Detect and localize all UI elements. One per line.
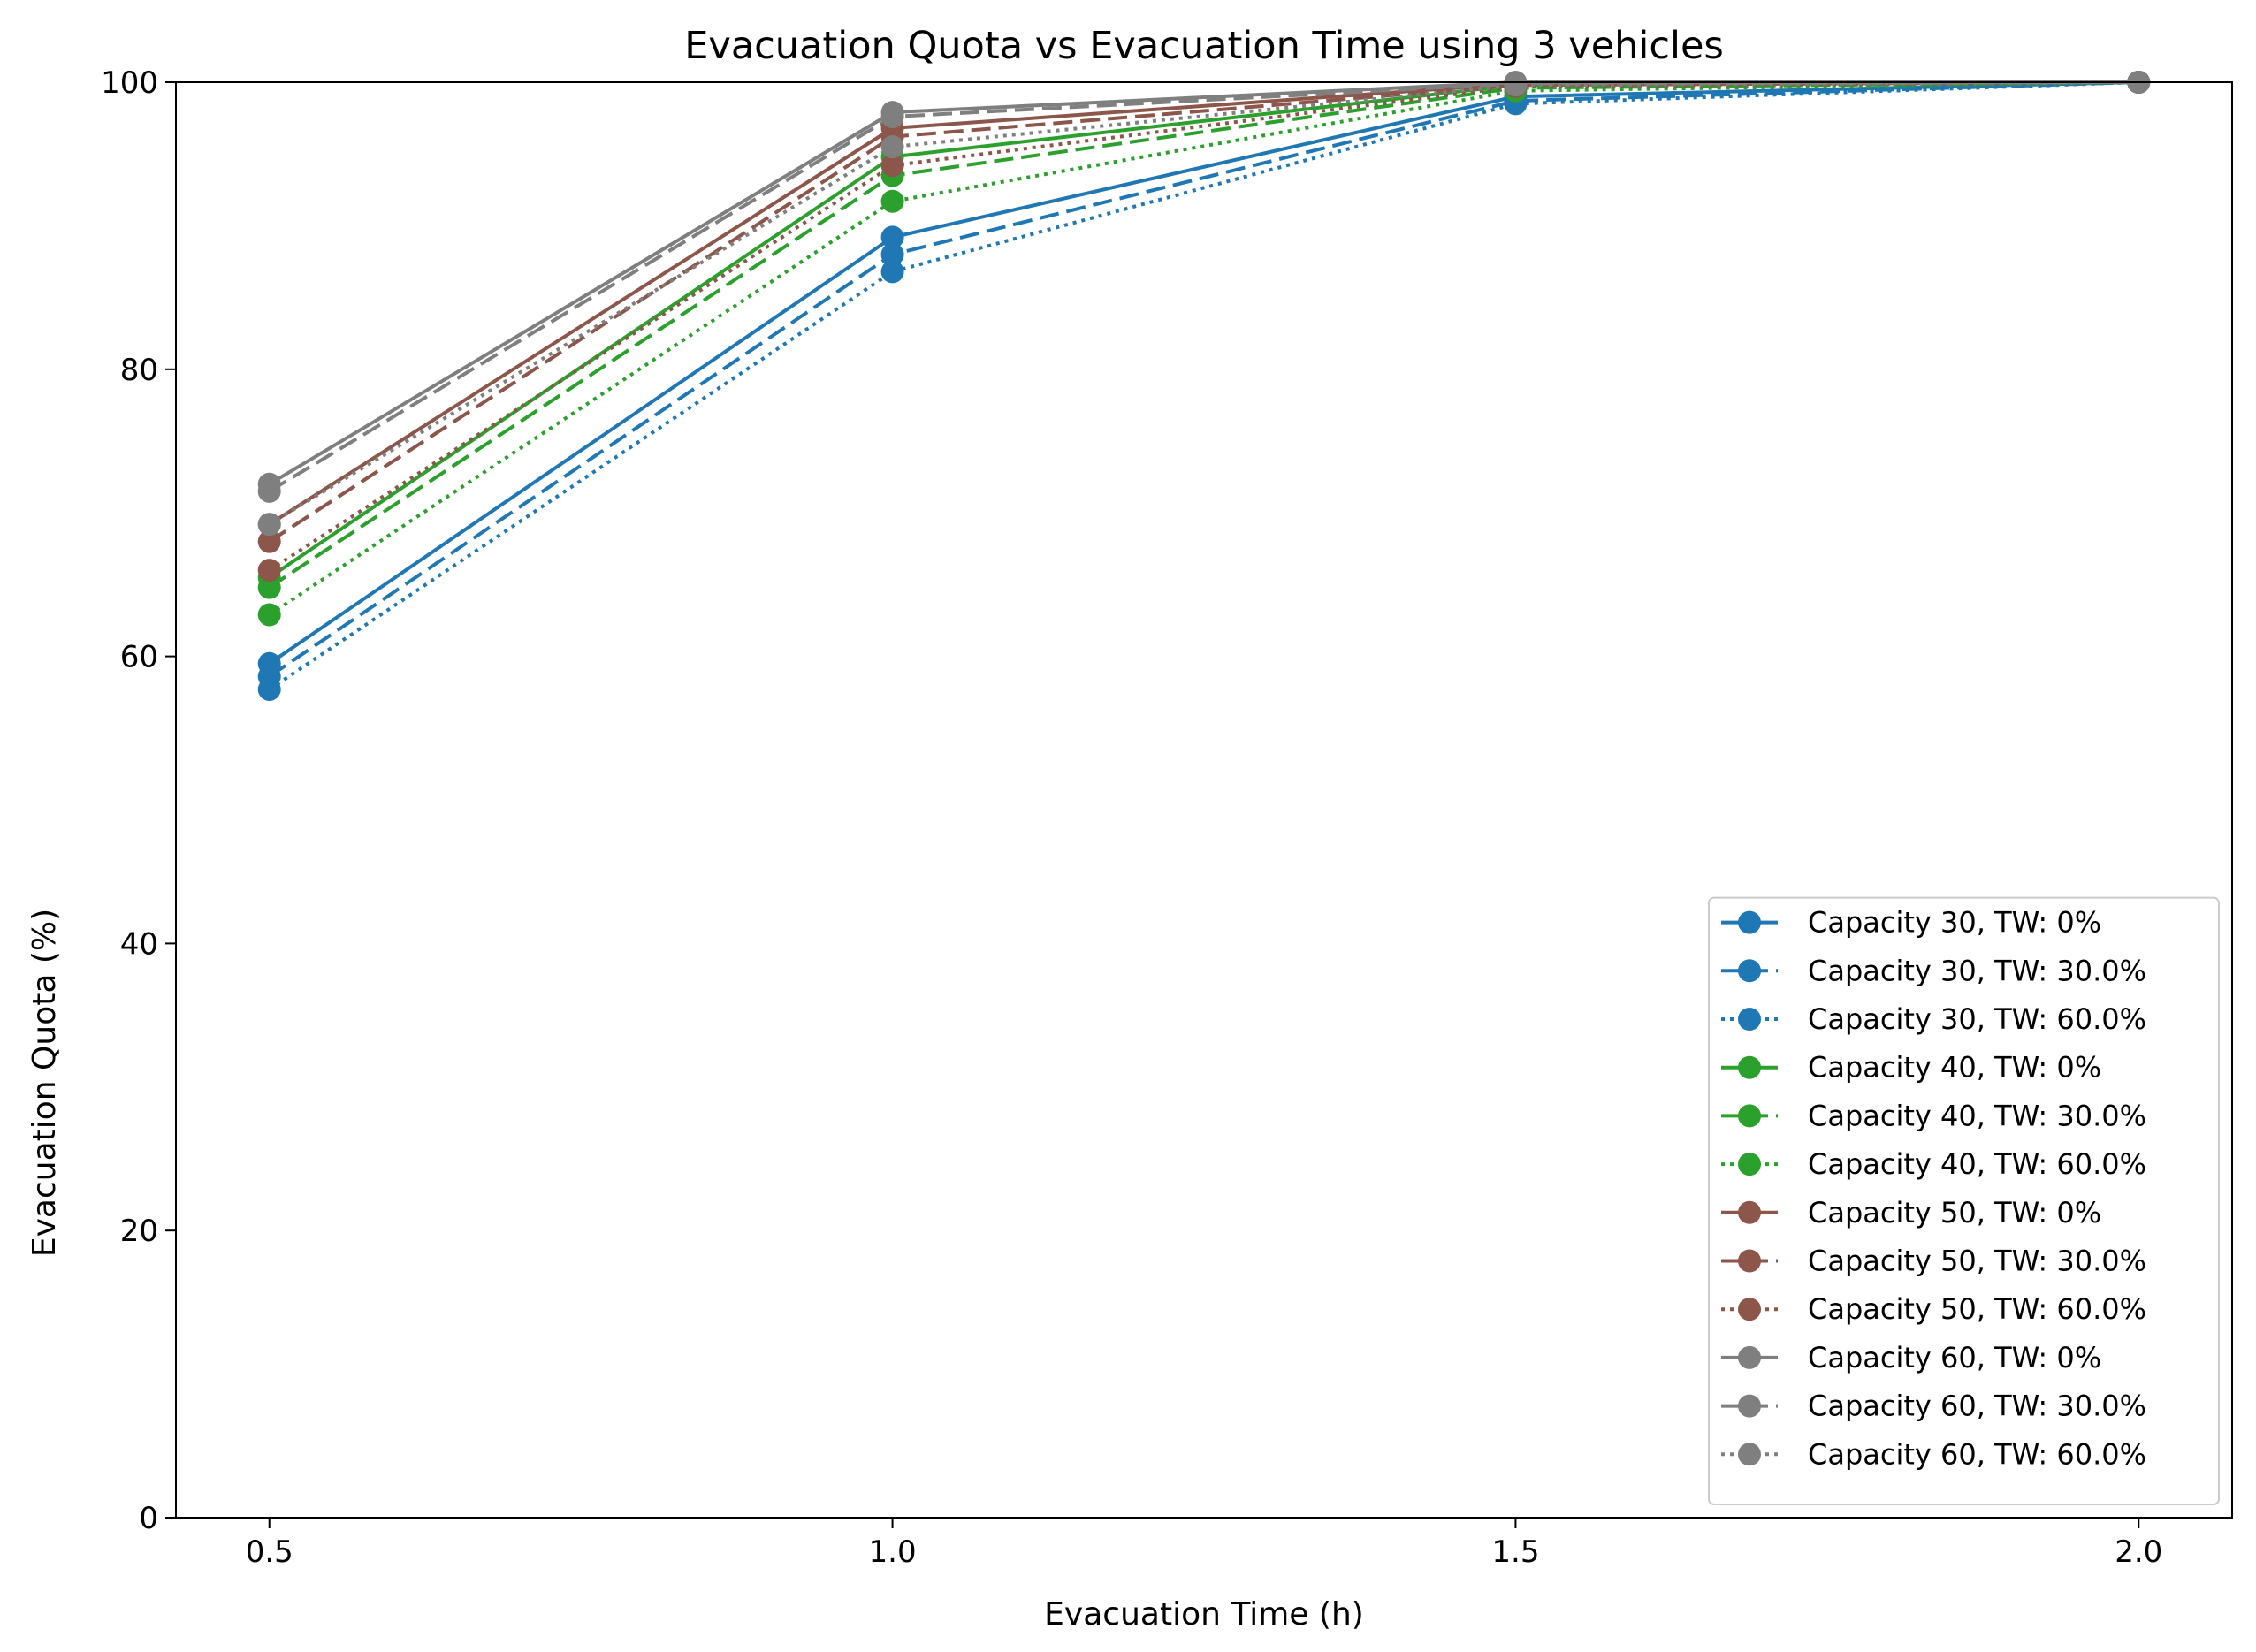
legend-marker-2 [1738, 1008, 1761, 1031]
legend-marker-11 [1738, 1443, 1761, 1466]
series-5-point [880, 189, 904, 213]
y-tick-label: 60 [120, 640, 158, 675]
series-1-point [880, 242, 904, 266]
legend-label-1: Capacity 30, TW: 30.0% [1808, 954, 2146, 987]
legend-marker-10 [1738, 1394, 1761, 1418]
legend-marker-1 [1738, 959, 1761, 983]
legend-label-9: Capacity 60, TW: 0% [1808, 1341, 2101, 1374]
legend-label-0: Capacity 30, TW: 0% [1808, 906, 2101, 940]
legend-marker-0 [1738, 910, 1761, 934]
legend-label-10: Capacity 60, TW: 30.0% [1808, 1389, 2146, 1423]
series-2-point [257, 677, 281, 701]
y-tick-label: 20 [120, 1214, 158, 1249]
legend-marker-6 [1738, 1200, 1761, 1224]
y-tick-label: 80 [120, 353, 158, 388]
legend-label-5: Capacity 40, TW: 60.0% [1808, 1147, 2146, 1181]
plot-frame [175, 81, 2233, 1519]
series-10-point [880, 104, 904, 128]
series-11-point [880, 135, 904, 159]
y-axis-label: Evacuation Quota (%) [27, 909, 63, 1257]
series-2-point [880, 260, 904, 284]
legend-label-6: Capacity 50, TW: 0% [1808, 1196, 2101, 1229]
series-line-2 [268, 80, 2139, 691]
series-11-point [257, 513, 281, 537]
legend-marker-4 [1738, 1104, 1761, 1128]
series-5-point [257, 603, 281, 627]
legend-label-8: Capacity 50, TW: 60.0% [1808, 1292, 2146, 1326]
legend-label-2: Capacity 30, TW: 60.0% [1808, 1002, 2146, 1036]
y-tick-label: 100 [101, 65, 158, 101]
series-11-point [1504, 73, 1528, 97]
x-tick-label: 1.5 [1491, 1534, 1539, 1570]
legend-marker-8 [1738, 1298, 1761, 1321]
x-tick-label: 2.0 [2115, 1534, 2162, 1570]
legend-marker-7 [1738, 1249, 1761, 1273]
x-tick-label: 1.0 [869, 1534, 917, 1570]
series-markers [257, 71, 2151, 701]
y-tick-label: 0 [139, 1501, 158, 1536]
legend-marker-3 [1738, 1055, 1761, 1079]
x-tick-label: 0.5 [246, 1534, 293, 1570]
legend-label-11: Capacity 60, TW: 60.0% [1808, 1437, 2146, 1471]
x-axis-label: Evacuation Time (h) [1044, 1596, 1364, 1633]
y-tick-label: 40 [120, 926, 158, 962]
axis-ticks: 0.5 1.0 1.5 2.0 0 20 40 60 80 100 [101, 65, 2162, 1570]
legend-marker-5 [1738, 1153, 1761, 1176]
series-line-11 [268, 80, 2139, 526]
legend-label-4: Capacity 40, TW: 30.0% [1808, 1099, 2146, 1132]
series-0-point [880, 225, 904, 249]
series-8-point [880, 154, 904, 178]
series-line-0 [268, 80, 2139, 666]
legend-label-7: Capacity 50, TW: 30.0% [1808, 1245, 2146, 1278]
legend-marker-9 [1738, 1345, 1761, 1369]
series-7-point [257, 529, 281, 553]
legend-box [1708, 896, 2220, 1505]
legend-label-3: Capacity 40, TW: 0% [1808, 1051, 2101, 1085]
series-line-5 [268, 80, 2139, 617]
chart-title: Evacuation Quota vs Evacuation Time usin… [684, 24, 1724, 68]
series-4-point [257, 575, 281, 599]
series-8-point [257, 559, 281, 582]
legend: Capacity 30, TW: 0% Capacity 30, TW: 30.0… [1708, 896, 2220, 1505]
series-10-point [257, 479, 281, 503]
